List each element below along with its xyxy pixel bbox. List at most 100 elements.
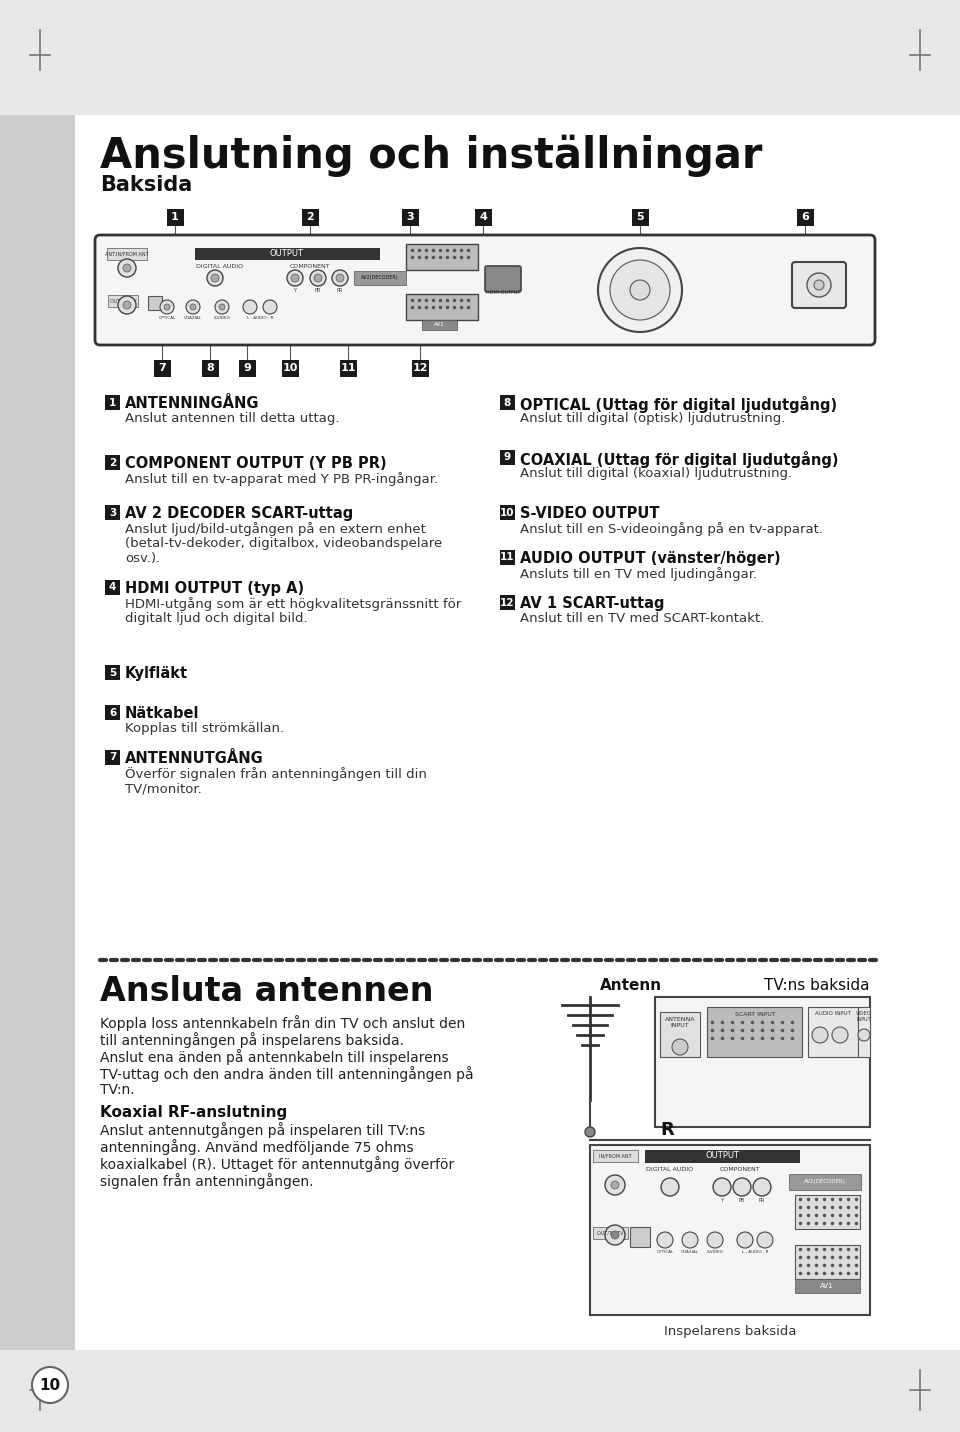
Bar (422, 319, 457, 329)
Circle shape (605, 1224, 625, 1244)
Text: Anslut till en TV med SCART-kontakt.: Anslut till en TV med SCART-kontakt. (520, 611, 764, 624)
Bar (0, 1350, 960, 1432)
Circle shape (598, 248, 682, 332)
Circle shape (707, 1232, 723, 1249)
Bar (500, 596, 515, 610)
Bar (593, 1150, 638, 1161)
Circle shape (733, 1179, 751, 1196)
Text: AV1: AV1 (820, 1283, 833, 1289)
Bar (645, 1150, 800, 1163)
Text: AV 1 SCART-uttag: AV 1 SCART-uttag (520, 596, 664, 611)
FancyBboxPatch shape (354, 271, 406, 285)
FancyBboxPatch shape (406, 294, 478, 319)
Text: digitalt ljud och digital bild.: digitalt ljud och digital bild. (125, 611, 307, 624)
Bar (340, 359, 357, 377)
Text: 3: 3 (406, 212, 414, 222)
Text: Anslut antennen till detta uttag.: Anslut antennen till detta uttag. (125, 412, 340, 425)
Circle shape (32, 1368, 68, 1403)
Text: Överför signalen från antenningången till din: Överför signalen från antenningången til… (125, 768, 427, 780)
Text: OUTPUT: OUTPUT (270, 249, 304, 259)
Circle shape (657, 1232, 673, 1249)
Circle shape (757, 1232, 773, 1249)
Bar (412, 359, 429, 377)
Text: antenningång. Använd medföljande 75 ohms: antenningång. Använd medföljande 75 ohms (100, 1138, 414, 1156)
Bar (795, 1194, 860, 1229)
Text: OPTICAL: OPTICAL (657, 1250, 674, 1254)
Circle shape (753, 1179, 771, 1196)
Text: Y: Y (294, 288, 297, 294)
Text: 1: 1 (171, 212, 179, 222)
Text: Anslut till en S-videoingång på en tv-apparat.: Anslut till en S-videoingång på en tv-ap… (520, 523, 823, 536)
Text: Anslut till digital (optisk) ljudutrustning.: Anslut till digital (optisk) ljudutrustn… (520, 412, 785, 425)
Text: 2: 2 (306, 212, 314, 222)
Text: 8: 8 (504, 398, 511, 408)
Circle shape (243, 299, 257, 314)
Bar (239, 359, 256, 377)
Text: 1: 1 (108, 398, 116, 408)
Bar (797, 209, 814, 226)
Text: Antenn: Antenn (600, 978, 662, 992)
Text: 5: 5 (108, 667, 116, 677)
Bar (105, 664, 120, 680)
Circle shape (605, 1176, 625, 1194)
Text: AUDIO INPUT: AUDIO INPUT (815, 1011, 851, 1015)
Text: L - AUDIO - R: L - AUDIO - R (742, 1250, 768, 1254)
Circle shape (190, 304, 196, 309)
Text: till antenningången på inspelarens baksida.: till antenningången på inspelarens baksi… (100, 1032, 404, 1048)
Text: COAXIAL (Uttag för digital ljudutgång): COAXIAL (Uttag för digital ljudutgång) (520, 451, 838, 468)
Text: (betal-tv-dekoder, digitalbox, videobandspelare: (betal-tv-dekoder, digitalbox, videoband… (125, 537, 443, 550)
Text: 11: 11 (500, 553, 515, 563)
Text: Ansluta antennen: Ansluta antennen (100, 975, 434, 1008)
Text: AV 2 DECODER SCART-uttag: AV 2 DECODER SCART-uttag (125, 505, 353, 521)
Bar (0, 0, 75, 1432)
Text: OUT/TO TV: OUT/TO TV (597, 1230, 623, 1236)
Text: HDMI OUTPUT (typ A): HDMI OUTPUT (typ A) (125, 581, 304, 596)
Text: 4: 4 (108, 583, 116, 593)
Text: TV:n.: TV:n. (100, 1083, 134, 1097)
Circle shape (858, 1030, 870, 1041)
Text: TV:ns baksida: TV:ns baksida (764, 978, 870, 992)
Text: COMPONENT: COMPONENT (720, 1167, 760, 1171)
Text: 12: 12 (500, 597, 515, 607)
FancyBboxPatch shape (95, 235, 875, 345)
Text: 5: 5 (636, 212, 644, 222)
Text: PB: PB (315, 288, 322, 294)
Circle shape (611, 1232, 619, 1239)
Text: R: R (660, 1121, 674, 1138)
Text: koaxialkabel (R). Uttaget för antennutgång överför: koaxialkabel (R). Uttaget för antennutgå… (100, 1156, 454, 1171)
Circle shape (118, 259, 136, 276)
Bar (148, 296, 162, 309)
Circle shape (123, 263, 131, 272)
Bar (154, 359, 171, 377)
Text: ANT.IN/FROM ANT: ANT.IN/FROM ANT (106, 252, 149, 256)
Text: S-VIDEO: S-VIDEO (707, 1250, 724, 1254)
Text: HDMI OUTPUT: HDMI OUTPUT (486, 291, 520, 295)
Circle shape (207, 271, 223, 286)
Text: HDMI-utgång som är ett högkvalitetsgränssnitt för: HDMI-utgång som är ett högkvalitetsgräns… (125, 597, 461, 611)
Circle shape (332, 271, 348, 286)
Bar (808, 1007, 858, 1057)
Text: COAXIAL: COAXIAL (681, 1250, 699, 1254)
Text: Anslut antennutgången på inspelaren till TV:ns: Anslut antennutgången på inspelaren till… (100, 1123, 425, 1138)
Bar (593, 1227, 628, 1239)
Bar (660, 1012, 700, 1057)
Bar (105, 455, 120, 470)
Circle shape (287, 271, 303, 286)
Text: Anslut till digital (koaxial) ljudutrustning.: Anslut till digital (koaxial) ljudutrust… (520, 467, 792, 480)
Text: PR: PR (758, 1199, 765, 1203)
Bar (282, 359, 299, 377)
Text: OPTICAL: OPTICAL (158, 316, 176, 319)
Text: 10: 10 (282, 362, 298, 372)
Bar (707, 1007, 802, 1057)
Text: Koaxial RF-anslutning: Koaxial RF-anslutning (100, 1106, 287, 1120)
Text: Y: Y (721, 1199, 724, 1203)
Bar (655, 997, 870, 1127)
Text: PB: PB (739, 1199, 745, 1203)
Text: signalen från antenningången.: signalen från antenningången. (100, 1173, 314, 1189)
Text: Anslut till en tv-apparat med Y PB PR-ingångar.: Anslut till en tv-apparat med Y PB PR-in… (125, 473, 438, 485)
FancyBboxPatch shape (789, 1174, 861, 1190)
Text: Nätkabel: Nätkabel (125, 706, 200, 720)
Circle shape (737, 1232, 753, 1249)
Circle shape (812, 1027, 828, 1042)
FancyBboxPatch shape (485, 266, 521, 292)
